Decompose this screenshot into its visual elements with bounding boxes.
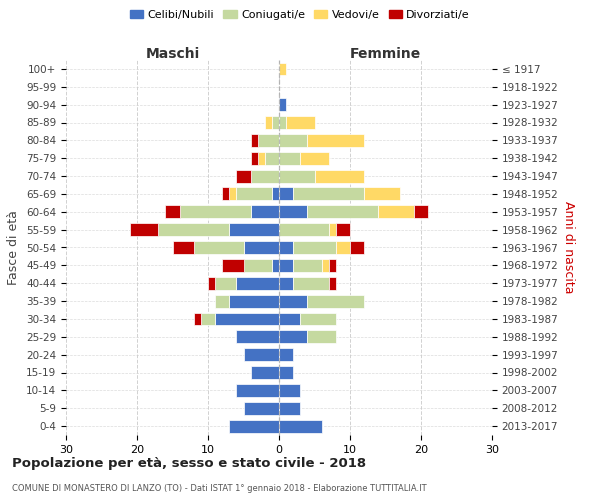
Bar (329, 223, 336, 236)
Text: Maschi: Maschi (145, 47, 200, 61)
Text: Femmine: Femmine (350, 47, 421, 61)
Bar (279, 241, 293, 254)
Legend: Celibi/Nubili, Coniugati/e, Vedovi/e, Divorziati/e: Celibi/Nubili, Coniugati/e, Vedovi/e, Di… (125, 6, 475, 25)
Bar (272, 259, 279, 272)
Text: COMUNE DI MONASTERO DI LANZO (TO) - Dati ISTAT 1° gennaio 2018 - Elaborazione TU: COMUNE DI MONASTERO DI LANZO (TO) - Dati… (12, 484, 427, 493)
Bar (336, 241, 350, 254)
Bar (279, 348, 293, 361)
Bar (229, 223, 279, 236)
Bar (279, 62, 286, 76)
Bar (286, 116, 314, 129)
Bar (307, 206, 379, 218)
Bar (279, 152, 301, 164)
Bar (201, 312, 215, 326)
Bar (229, 420, 279, 432)
Bar (236, 384, 279, 397)
Bar (215, 312, 279, 326)
Bar (307, 134, 364, 147)
Bar (301, 312, 336, 326)
Bar (279, 98, 286, 111)
Bar (208, 277, 215, 289)
Bar (166, 206, 179, 218)
Bar (279, 277, 293, 289)
Bar (222, 259, 244, 272)
Bar (279, 259, 293, 272)
Bar (258, 134, 279, 147)
Bar (336, 223, 350, 236)
Bar (244, 348, 279, 361)
Bar (130, 223, 158, 236)
Bar (293, 277, 329, 289)
Bar (251, 134, 258, 147)
Bar (236, 330, 279, 343)
Bar (293, 259, 322, 272)
Bar (244, 259, 272, 272)
Bar (194, 312, 201, 326)
Bar (222, 188, 229, 200)
Bar (279, 402, 301, 414)
Bar (258, 152, 265, 164)
Bar (279, 384, 301, 397)
Bar (251, 206, 279, 218)
Bar (272, 116, 279, 129)
Bar (279, 366, 293, 379)
Bar (279, 188, 293, 200)
Bar (414, 206, 428, 218)
Bar (279, 294, 307, 308)
Y-axis label: Anni di nascita: Anni di nascita (562, 201, 575, 294)
Bar (314, 170, 364, 182)
Bar (322, 259, 329, 272)
Bar (215, 294, 229, 308)
Bar (265, 116, 272, 129)
Bar (244, 241, 279, 254)
Bar (279, 420, 322, 432)
Bar (279, 116, 286, 129)
Bar (379, 206, 414, 218)
Bar (279, 134, 307, 147)
Bar (329, 277, 336, 289)
Bar (179, 206, 251, 218)
Bar (215, 277, 236, 289)
Y-axis label: Fasce di età: Fasce di età (7, 210, 20, 285)
Bar (236, 277, 279, 289)
Bar (301, 152, 329, 164)
Text: Popolazione per età, sesso e stato civile - 2018: Popolazione per età, sesso e stato civil… (12, 458, 366, 470)
Bar (279, 330, 307, 343)
Bar (251, 170, 279, 182)
Bar (229, 294, 279, 308)
Bar (272, 188, 279, 200)
Bar (265, 152, 279, 164)
Bar (293, 241, 336, 254)
Bar (364, 188, 400, 200)
Bar (244, 402, 279, 414)
Bar (307, 330, 336, 343)
Bar (251, 366, 279, 379)
Bar (279, 170, 314, 182)
Bar (236, 188, 272, 200)
Bar (279, 312, 301, 326)
Bar (251, 152, 258, 164)
Bar (279, 223, 329, 236)
Bar (158, 223, 229, 236)
Bar (279, 206, 307, 218)
Bar (229, 188, 236, 200)
Bar (307, 294, 364, 308)
Bar (329, 259, 336, 272)
Bar (293, 188, 364, 200)
Bar (350, 241, 364, 254)
Bar (236, 170, 251, 182)
Bar (173, 241, 194, 254)
Bar (194, 241, 244, 254)
